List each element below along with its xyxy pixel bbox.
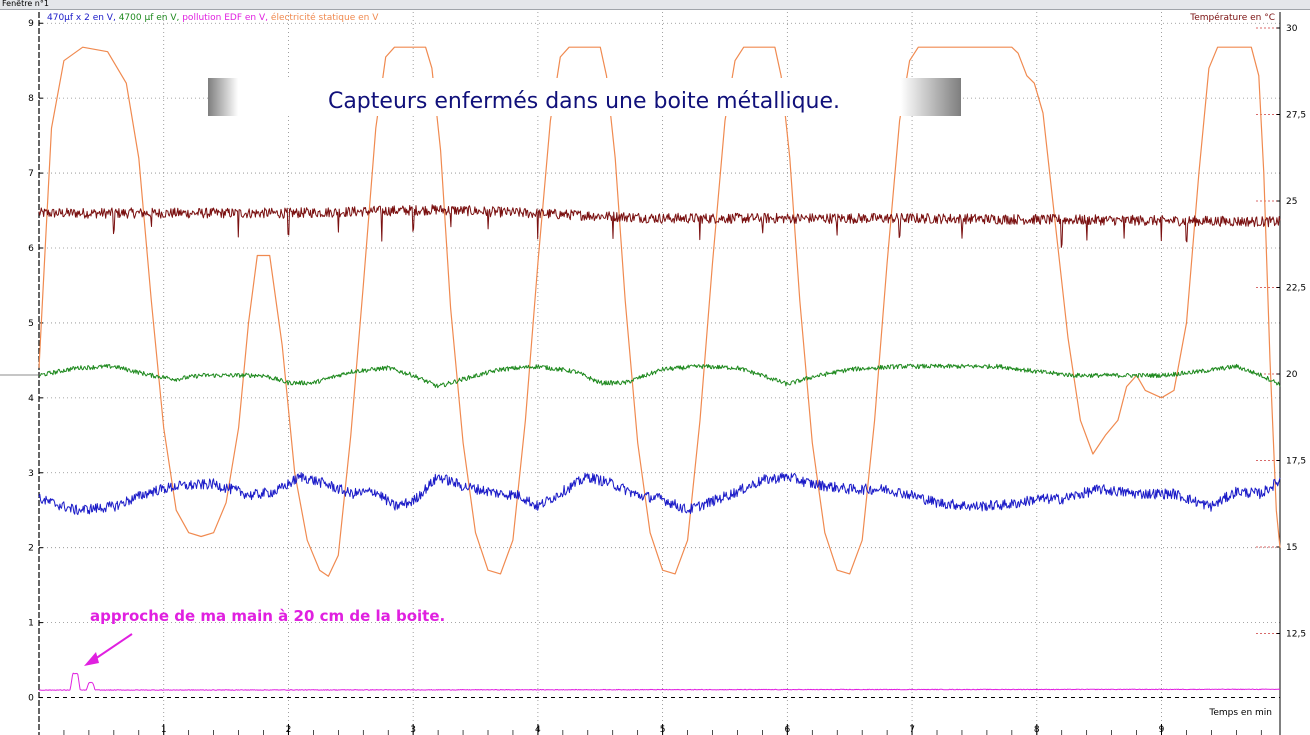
y-tick-label-4: 4 — [28, 394, 34, 404]
legend-item-2: 4700 µf en V — [119, 13, 178, 23]
window-title: Fenêtre n°1 — [2, 0, 49, 8]
y-tick-label-2: 2 — [28, 544, 34, 554]
series-line-1 — [38, 204, 1281, 248]
y-right-tick-label-30: 30 — [1286, 24, 1298, 34]
legend-left: 470µf x 2 en V, 4700 µf en V, pollution … — [47, 12, 379, 23]
y-tick-label-3: 3 — [28, 469, 34, 479]
legend-item-4: pollution EDF en V — [182, 13, 266, 23]
y-right-tick-label-20: 20 — [1286, 370, 1298, 380]
legend-item-5: , — [265, 13, 271, 23]
y-right-tick-label-22.5: 22,5 — [1286, 284, 1306, 294]
y-tick-label-0: 0 — [28, 694, 34, 704]
series-line-2 — [38, 363, 1281, 389]
y-tick-label-1: 1 — [28, 619, 34, 629]
legend-item-6: électricité statique en V — [271, 12, 379, 23]
series-layer — [38, 46, 1281, 691]
title-banner — [208, 78, 961, 116]
series-line-4 — [38, 672, 1281, 691]
y-tick-label-9: 9 — [28, 19, 34, 29]
y-right-tick-label-17.5: 17,5 — [1286, 457, 1306, 467]
annotation-text: approche de ma main à 20 cm de la boite. — [90, 607, 445, 625]
window-titlebar: Fenêtre n°1 — [0, 0, 1310, 10]
annotation-arrow — [91, 633, 133, 662]
x-axis-label: Temps en min — [1208, 708, 1272, 718]
legend-item-3: , — [176, 13, 182, 23]
y-tick-label-7: 7 — [28, 169, 34, 179]
y-tick-label-6: 6 — [28, 244, 34, 254]
y-tick-label-5: 5 — [28, 319, 34, 329]
legend-item-1: , — [113, 13, 119, 23]
y-right-tick-label-25: 25 — [1286, 197, 1297, 207]
legend-right-text: Température en °C — [1189, 12, 1275, 23]
y-right-tick-label-15: 15 — [1286, 543, 1297, 553]
chart-title: Capteurs enfermés dans une boite métalli… — [328, 89, 840, 114]
legend-right: Température en °C — [1189, 12, 1275, 23]
annotation-arrowhead — [84, 652, 99, 666]
legend-item-0: 470µf x 2 en V — [47, 13, 114, 23]
y-tick-label-8: 8 — [28, 94, 34, 104]
series-line-0 — [38, 46, 1281, 577]
y-right-tick-label-12.5: 12,5 — [1286, 630, 1306, 640]
y-right-tick-label-27.5: 27,5 — [1286, 111, 1306, 121]
axes: 1 2 3 4 5 6 7 8 9012345678912,51517,52022,52527,… — [0, 12, 1306, 735]
series-line-3 — [38, 472, 1281, 516]
plot-area — [39, 12, 1280, 735]
